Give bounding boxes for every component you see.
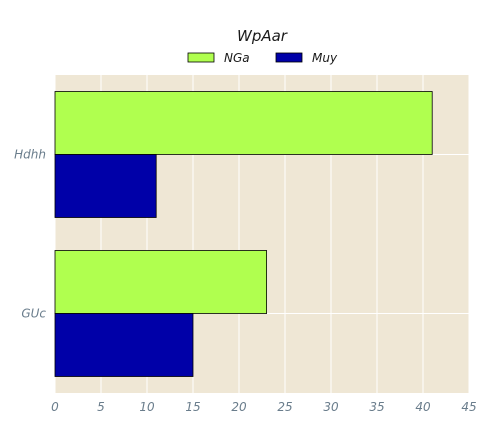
legend-label: NGa <box>224 51 250 65</box>
x-tick-label: 35 <box>369 400 384 414</box>
legend-swatch <box>275 52 303 63</box>
y-tick-label: Hdhh <box>14 148 46 162</box>
bar-NGa-Hdhh <box>54 91 433 155</box>
x-axis-tick-labels: 0 5 10 15 20 25 30 35 40 45 <box>51 400 476 414</box>
x-tick-label: 15 <box>185 400 200 414</box>
x-tick-label: 20 <box>231 400 247 414</box>
bar-Muy-Hdhh <box>54 154 157 218</box>
x-tick-label: 25 <box>277 400 292 414</box>
bar-Muy-GUc <box>54 313 194 377</box>
bar-NGa-GUc <box>54 250 268 314</box>
x-tick-label: 30 <box>323 400 339 414</box>
chart-title: WpAar <box>237 27 288 45</box>
x-tick-label: 0 <box>51 400 59 414</box>
x-tick-label: 10 <box>139 400 155 414</box>
x-tick-label: 40 <box>415 400 431 414</box>
legend: NGa Muy <box>187 51 338 65</box>
y-tick-label: GUc <box>21 307 46 321</box>
y-axis-tick-labels: Hdhh GUc <box>14 148 46 321</box>
legend-swatch <box>187 52 215 63</box>
bars <box>54 91 433 377</box>
x-tick-label: 45 <box>461 400 476 414</box>
x-tick-label: 5 <box>97 400 105 414</box>
legend-label: Muy <box>312 51 338 65</box>
